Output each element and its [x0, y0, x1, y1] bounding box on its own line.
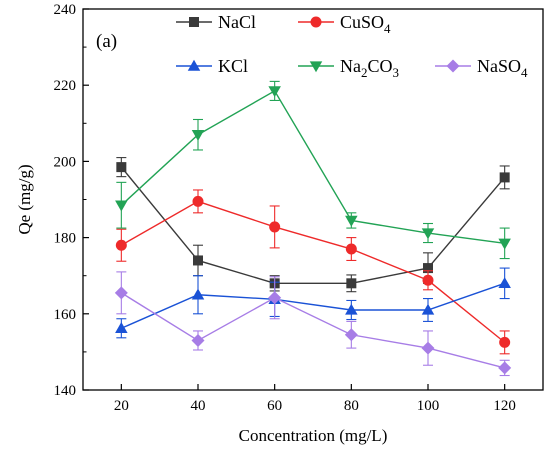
- series-line: [120, 89, 505, 245]
- legend-item-naso4: NaSO4: [435, 56, 528, 80]
- data-point: [268, 86, 281, 98]
- data-point: [269, 221, 281, 233]
- y-axis: 140 160 180 200 220 240: [54, 2, 89, 399]
- x-tick-label: 20: [114, 398, 129, 414]
- series-na2co3: [115, 80, 511, 260]
- y-tick-label: 200: [54, 154, 77, 170]
- data-point: [498, 238, 511, 250]
- legend: NaCl CuSO4 KCl Na2CO3 NaSO4: [176, 12, 528, 80]
- data-point: [191, 333, 205, 347]
- data-point: [345, 243, 357, 255]
- data-point: [421, 303, 435, 315]
- data-point: [421, 228, 435, 240]
- x-tick-label: 60: [267, 398, 282, 414]
- legend-marker: [446, 59, 460, 73]
- data-point: [423, 263, 433, 274]
- data-point: [498, 361, 512, 375]
- series-line: [120, 200, 506, 343]
- x-tick-label: 40: [191, 398, 206, 414]
- legend-item-cuso4: CuSO4: [298, 12, 391, 36]
- series-line: [120, 166, 506, 285]
- data-point: [499, 336, 511, 348]
- legend-item-na2co3: Na2CO3: [298, 56, 399, 80]
- data-point: [499, 172, 510, 183]
- y-tick-label: 180: [54, 231, 77, 247]
- legend-label: KCl: [218, 56, 248, 76]
- data-point: [115, 239, 127, 251]
- data-point: [193, 255, 203, 266]
- y-tick-label: 160: [54, 307, 77, 323]
- data-point: [421, 341, 435, 355]
- data-point: [346, 278, 357, 289]
- y-axis-title: Qe (mg/g): [15, 164, 34, 234]
- series-nacl: [116, 157, 510, 293]
- legend-label: NaCl: [218, 12, 256, 32]
- legend-label: Na2CO3: [340, 56, 399, 80]
- legend-label: CuSO4: [340, 12, 391, 36]
- series-naso4: [114, 271, 512, 377]
- legend-item-nacl: NaCl: [176, 12, 256, 32]
- x-tick-label: 100: [417, 398, 440, 414]
- x-axis: 20 40 60 80 100 120: [114, 384, 516, 414]
- data-point: [498, 277, 511, 289]
- legend-marker: [310, 16, 322, 28]
- legend-marker: [189, 17, 199, 27]
- series-kcl: [115, 267, 511, 339]
- data-point: [116, 162, 127, 173]
- data-point: [345, 303, 358, 315]
- x-tick-label: 120: [493, 398, 516, 414]
- legend-label: NaSO4: [477, 56, 528, 80]
- x-axis-title: Concentration (mg/L): [239, 426, 388, 445]
- data-point: [268, 291, 282, 305]
- series-layer: [114, 80, 512, 377]
- series-line: [120, 292, 505, 369]
- legend-marker: [187, 59, 201, 71]
- data-point: [191, 130, 205, 141]
- data-point: [422, 274, 434, 286]
- x-tick-label: 80: [344, 398, 359, 414]
- y-tick-label: 140: [54, 383, 77, 399]
- panel-label: (a): [96, 31, 117, 52]
- data-point: [192, 195, 204, 207]
- data-point: [344, 328, 358, 342]
- data-point: [115, 200, 128, 212]
- series-line: [121, 282, 505, 329]
- data-point: [191, 288, 205, 300]
- data-point: [114, 286, 128, 300]
- y-tick-label: 220: [54, 78, 77, 94]
- data-point: [115, 322, 128, 333]
- legend-item-kcl: KCl: [176, 56, 248, 76]
- series-cuso4: [115, 189, 511, 355]
- data-point: [345, 215, 358, 227]
- y-tick-label: 240: [54, 2, 77, 18]
- legend-marker: [309, 61, 323, 73]
